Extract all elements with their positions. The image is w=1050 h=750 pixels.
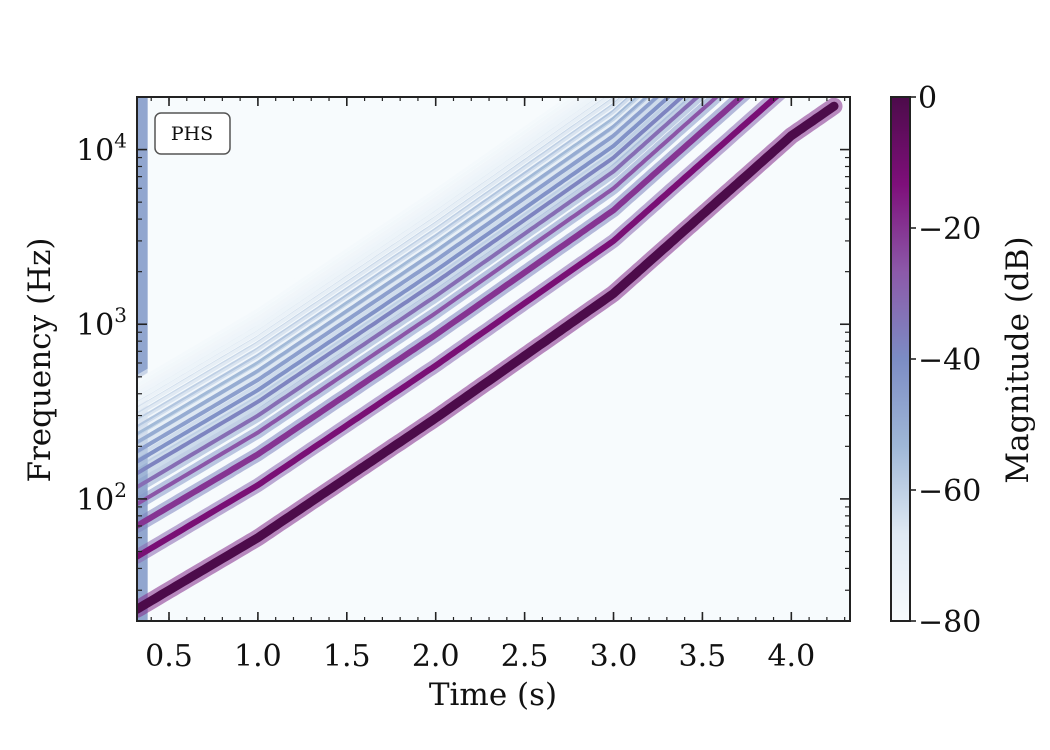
harmonic-line-10: [137, 97, 642, 437]
colorbar-tick-label: −60: [918, 474, 981, 509]
harmonic-line-2: [137, 97, 781, 560]
x-tick-label: 3.5: [679, 639, 727, 674]
colorbar-label: Magnitude (dB): [1000, 236, 1036, 483]
harmonic-line-6: [137, 97, 685, 476]
x-tick-label: 1.5: [323, 639, 371, 674]
colorbar-tick-label: −40: [918, 343, 981, 378]
harmonic-line-4: [137, 97, 720, 506]
spectrogram-image: [137, 97, 843, 621]
x-tick-label: 4.0: [767, 639, 815, 674]
colorbar-tick-label: −80: [918, 605, 981, 640]
y-tick-label: 103: [76, 303, 127, 343]
harmonic-line-5: [137, 97, 701, 490]
x-tick-label: 2.5: [501, 639, 549, 674]
x-tick-label: 0.5: [145, 639, 193, 674]
harmonic-line-1: [137, 101, 839, 614]
y-tick-label: 102: [76, 478, 127, 518]
x-tick-label: 3.0: [590, 639, 638, 674]
onset-stripe: [137, 97, 148, 621]
y-tick-label: 104: [76, 129, 127, 169]
annotation-box: PHS: [154, 112, 231, 155]
x-tick-label: 2.0: [412, 639, 460, 674]
colorbar-tick-label: −20: [918, 212, 981, 247]
plot-frame: [136, 96, 851, 622]
y-axis-label: Frequency (Hz): [22, 237, 58, 482]
colorbar-tick-label: 0: [918, 81, 937, 116]
x-tick-label: 1.0: [234, 639, 282, 674]
harmonic-line-7: [137, 97, 672, 464]
harmonic-line-8: [137, 97, 661, 454]
annotation-label: PHS: [171, 123, 213, 145]
x-axis-label: Time (s): [429, 677, 557, 713]
harmonic-line-9: [137, 97, 651, 445]
colorbar: [890, 96, 911, 622]
harmonic-line-3: [137, 97, 746, 529]
